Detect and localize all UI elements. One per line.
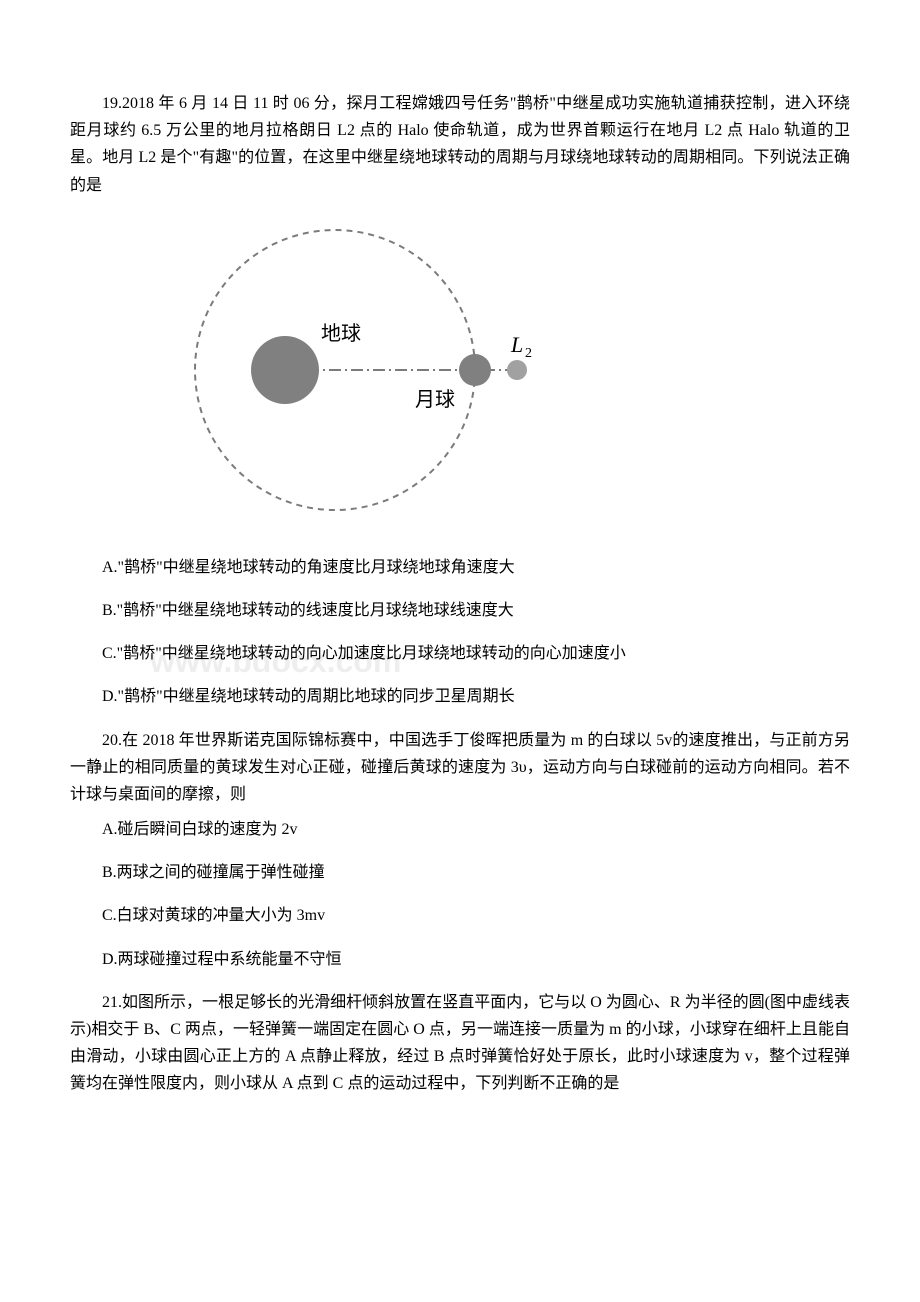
- q19-option-b: B."鹊桥"中继星绕地球转动的线速度比月球绕地球线速度大: [70, 597, 850, 624]
- q21-text: 21.如图所示，一根足够长的光滑细杆倾斜放置在竖直平面内，它与以 O 为圆心、R…: [70, 989, 850, 1098]
- q20-option-a: A.碰后瞬间白球的速度为 2v: [70, 816, 850, 843]
- svg-text:L: L: [510, 332, 523, 357]
- q19-option-d: D."鹊桥"中继星绕地球转动的周期比地球的同步卫星周期长: [70, 683, 850, 710]
- svg-text:地球: 地球: [321, 322, 361, 345]
- earth-moon-diagram: 地球月球 L2: [170, 215, 850, 530]
- svg-text:月球: 月球: [415, 388, 455, 411]
- q20-option-b: B.两球之间的碰撞属于弹性碰撞: [70, 859, 850, 886]
- q19-text: 19.2018 年 6 月 14 日 11 时 06 分，探月工程嫦娥四号任务"…: [70, 90, 850, 199]
- q20-option-d: D.两球碰撞过程中系统能量不守恒: [70, 946, 850, 973]
- q20-text: 20.在 2018 年世界斯诺克国际锦标赛中，中国选手丁俊晖把质量为 m 的白球…: [70, 727, 850, 809]
- svg-text:2: 2: [525, 346, 532, 361]
- q19-option-c: C."鹊桥"中继星绕地球转动的向心加速度比月球绕地球转动的向心加速度小: [70, 640, 850, 667]
- q19-option-a: A."鹊桥"中继星绕地球转动的角速度比月球绕地球角速度大: [70, 554, 850, 581]
- q20-option-c: C.白球对黄球的冲量大小为 3mv: [70, 902, 850, 929]
